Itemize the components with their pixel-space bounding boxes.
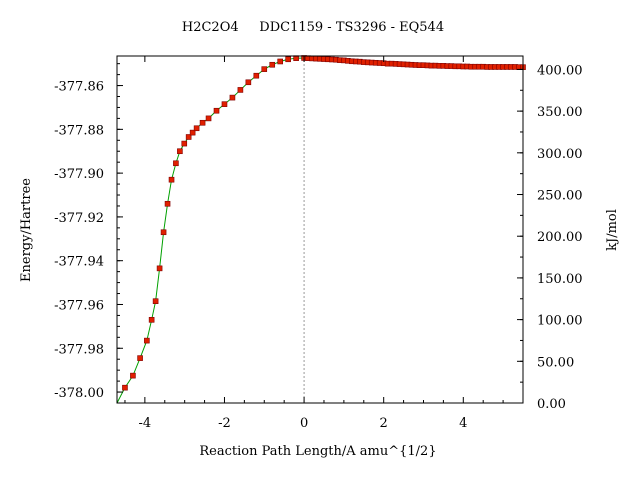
x-tick-label: 4: [459, 416, 467, 431]
data-point: [193, 125, 200, 132]
y-right-tick-label: 200.00: [537, 230, 583, 245]
y-axis-label: Energy/Hartree: [19, 178, 34, 282]
data-point: [185, 134, 192, 140]
y-tick-label: -377.94: [54, 255, 104, 270]
data-point: [221, 101, 228, 107]
y-tick-label: -377.90: [54, 167, 104, 182]
data-point: [237, 87, 244, 93]
x-tick-label: -2: [218, 416, 231, 431]
data-point: [229, 94, 236, 101]
data-point: [199, 119, 206, 126]
data-point: [130, 372, 136, 379]
data-point: [277, 58, 284, 65]
y-right-tick-label: 150.00: [537, 272, 583, 287]
energy-curve-layer: [116, 57, 523, 404]
data-point: [189, 129, 196, 136]
data-point: [181, 140, 188, 147]
data-point: [168, 176, 175, 183]
data-point: [137, 355, 143, 361]
data-point: [269, 61, 276, 68]
plot-frame: [116, 55, 524, 404]
y-right-tick-label: 350.00: [537, 105, 583, 120]
data-point: [253, 72, 260, 79]
data-point: [177, 148, 183, 155]
data-point: [245, 79, 252, 86]
left-y-axis: -378.00 -377.98 -377.96 -377.94 -377.92 -377.…: [54, 63, 123, 401]
y-right-tick-label: 400.00: [537, 63, 583, 78]
data-point: [152, 298, 159, 305]
right-y-axis: 0.00 50.00 100.00 150.00 200.00 250.00 300.00 3…: [517, 63, 583, 412]
data-point: [205, 115, 212, 122]
data-point: [213, 107, 220, 114]
data-point: [144, 337, 150, 344]
y-tick-label: -377.98: [54, 342, 104, 357]
x-axis-label: Reaction Path Length/A amu^{1/2}: [199, 444, 436, 459]
y-tick-label: -377.86: [54, 80, 104, 95]
x-tick-label: -4: [139, 416, 152, 431]
data-point-layer: [122, 55, 526, 391]
data-point: [164, 200, 171, 207]
y-axis-right-label: kJ/mol: [605, 209, 620, 251]
data-point: [173, 160, 179, 167]
y-right-tick-label: 50.00: [537, 355, 574, 370]
y-right-tick-label: 0.00: [537, 397, 566, 412]
x-axis: -4 -2 0 2 4: [124, 56, 524, 431]
y-right-tick-label: 250.00: [537, 189, 583, 204]
energy-curve: [116, 57, 523, 404]
y-tick-label: -377.88: [54, 123, 104, 138]
chart-title: H2C2O4 DDC1159 - TS3296 - EQ544: [182, 20, 444, 35]
x-tick-label: 2: [380, 416, 388, 431]
y-right-tick-label: 100.00: [537, 314, 583, 329]
y-tick-label: -377.96: [54, 298, 104, 313]
y-right-tick-label: 300.00: [537, 147, 583, 162]
data-point: [160, 229, 167, 236]
data-point: [148, 317, 155, 323]
data-point: [285, 56, 291, 63]
y-tick-label: -377.92: [54, 211, 104, 226]
y-tick-label: -378.00: [54, 386, 104, 401]
x-tick-label: 0: [300, 416, 308, 431]
data-point: [261, 66, 268, 72]
data-point: [122, 384, 128, 391]
data-point: [156, 265, 163, 272]
